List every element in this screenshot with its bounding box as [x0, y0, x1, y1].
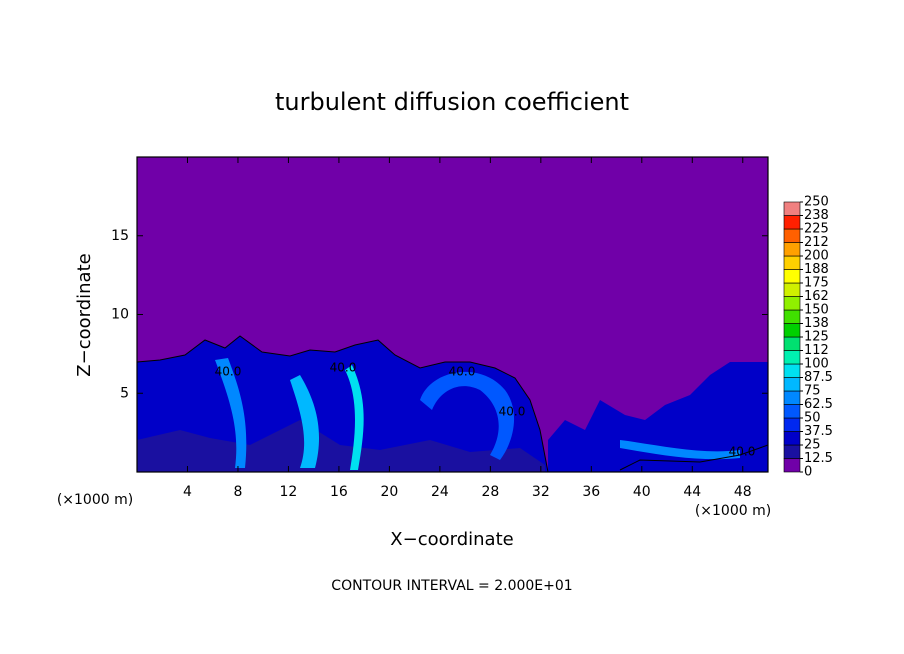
colorbar-swatch	[783, 255, 801, 270]
y-axis-label: Z−coordinate	[74, 253, 95, 376]
colorbar-label: 150	[804, 303, 829, 318]
field	[136, 157, 769, 473]
colorbar-label: 87.5	[804, 370, 833, 385]
x-tick-label: 16	[330, 484, 348, 500]
colorbar-label: 12.5	[804, 451, 833, 466]
colorbar-swatch	[783, 309, 801, 324]
x-tick-label: 4	[183, 484, 192, 500]
colorbar-swatch	[783, 431, 801, 446]
colorbar-swatch	[783, 350, 801, 365]
streak	[345, 365, 364, 470]
colorbar-label: 162	[804, 289, 829, 304]
colorbar-swatch	[783, 444, 801, 459]
y-tick-label: 5	[120, 385, 129, 401]
contour-label: 40.0	[499, 405, 526, 419]
chart-title: turbulent diffusion coefficient	[275, 88, 629, 116]
colorbar-swatch	[783, 323, 801, 338]
colorbar-swatch	[783, 228, 801, 243]
colorbar-label: 125	[804, 330, 829, 345]
x-tick-label: 36	[582, 484, 600, 500]
x-axis-label: X−coordinate	[390, 529, 513, 550]
colorbar-swatch	[783, 417, 801, 432]
contour-line	[619, 444, 769, 471]
x-tick-label: 44	[683, 484, 701, 500]
colorbar-label: 0	[804, 465, 812, 480]
y-tick-label: 10	[111, 307, 129, 323]
x-unit: (×1000 m)	[695, 503, 771, 519]
colorbar-label: 37.5	[804, 424, 833, 439]
colorbar-label: 100	[804, 357, 829, 372]
colorbar-swatch	[783, 404, 801, 419]
colorbar-label: 112	[804, 343, 829, 358]
streak	[420, 371, 515, 460]
contour-label: 40.0	[729, 445, 756, 459]
colorbar-swatch	[783, 282, 801, 297]
x-tick-label: 48	[734, 484, 752, 500]
colorbar-label: 62.5	[804, 397, 833, 412]
x-tick-label: 32	[532, 484, 550, 500]
contour-label: 40.0	[330, 361, 357, 375]
colorbar-label: 75	[804, 384, 821, 399]
x-tick-label: 24	[431, 484, 449, 500]
x-unit: (×1000 m)	[57, 492, 133, 508]
y-tick-label: 15	[111, 228, 129, 244]
colorbar-swatch	[783, 201, 801, 216]
colorbar-swatch	[783, 242, 801, 257]
streak	[620, 440, 740, 460]
footer: CONTOUR INTERVAL = 2.000E+01	[331, 578, 572, 594]
contour-label: 40.0	[449, 365, 476, 379]
colorbar-label: 25	[804, 438, 821, 453]
x-tick-label: 12	[280, 484, 298, 500]
colorbar-swatch	[783, 377, 801, 392]
x-tick-label: 8	[233, 484, 242, 500]
colorbar-swatch	[783, 390, 801, 405]
colorbar-label: 188	[804, 262, 829, 277]
colorbar-label: 238	[804, 208, 829, 223]
colorbar-label: 175	[804, 276, 829, 291]
turbulent-region	[548, 362, 768, 472]
colorbar-swatch	[783, 215, 801, 230]
colorbar-swatch	[783, 296, 801, 311]
colorbar-label: 200	[804, 249, 829, 264]
colorbar-label: 138	[804, 316, 829, 331]
x-tick-label: 40	[633, 484, 651, 500]
contour-line	[136, 335, 549, 473]
x-tick-label: 28	[481, 484, 499, 500]
streak	[215, 358, 247, 468]
colorbar-swatch	[783, 458, 801, 473]
colorbar-label: 250	[804, 195, 829, 210]
colorbar-swatch	[783, 336, 801, 351]
colorbar-label: 212	[804, 235, 829, 250]
x-tick-label: 20	[380, 484, 398, 500]
colorbar-label: 50	[804, 411, 821, 426]
colorbar-label: 225	[804, 222, 829, 237]
colorbar-swatch	[783, 363, 801, 378]
contour-label: 40.0	[215, 365, 242, 379]
streak	[290, 375, 320, 468]
colorbar-swatch	[783, 269, 801, 284]
